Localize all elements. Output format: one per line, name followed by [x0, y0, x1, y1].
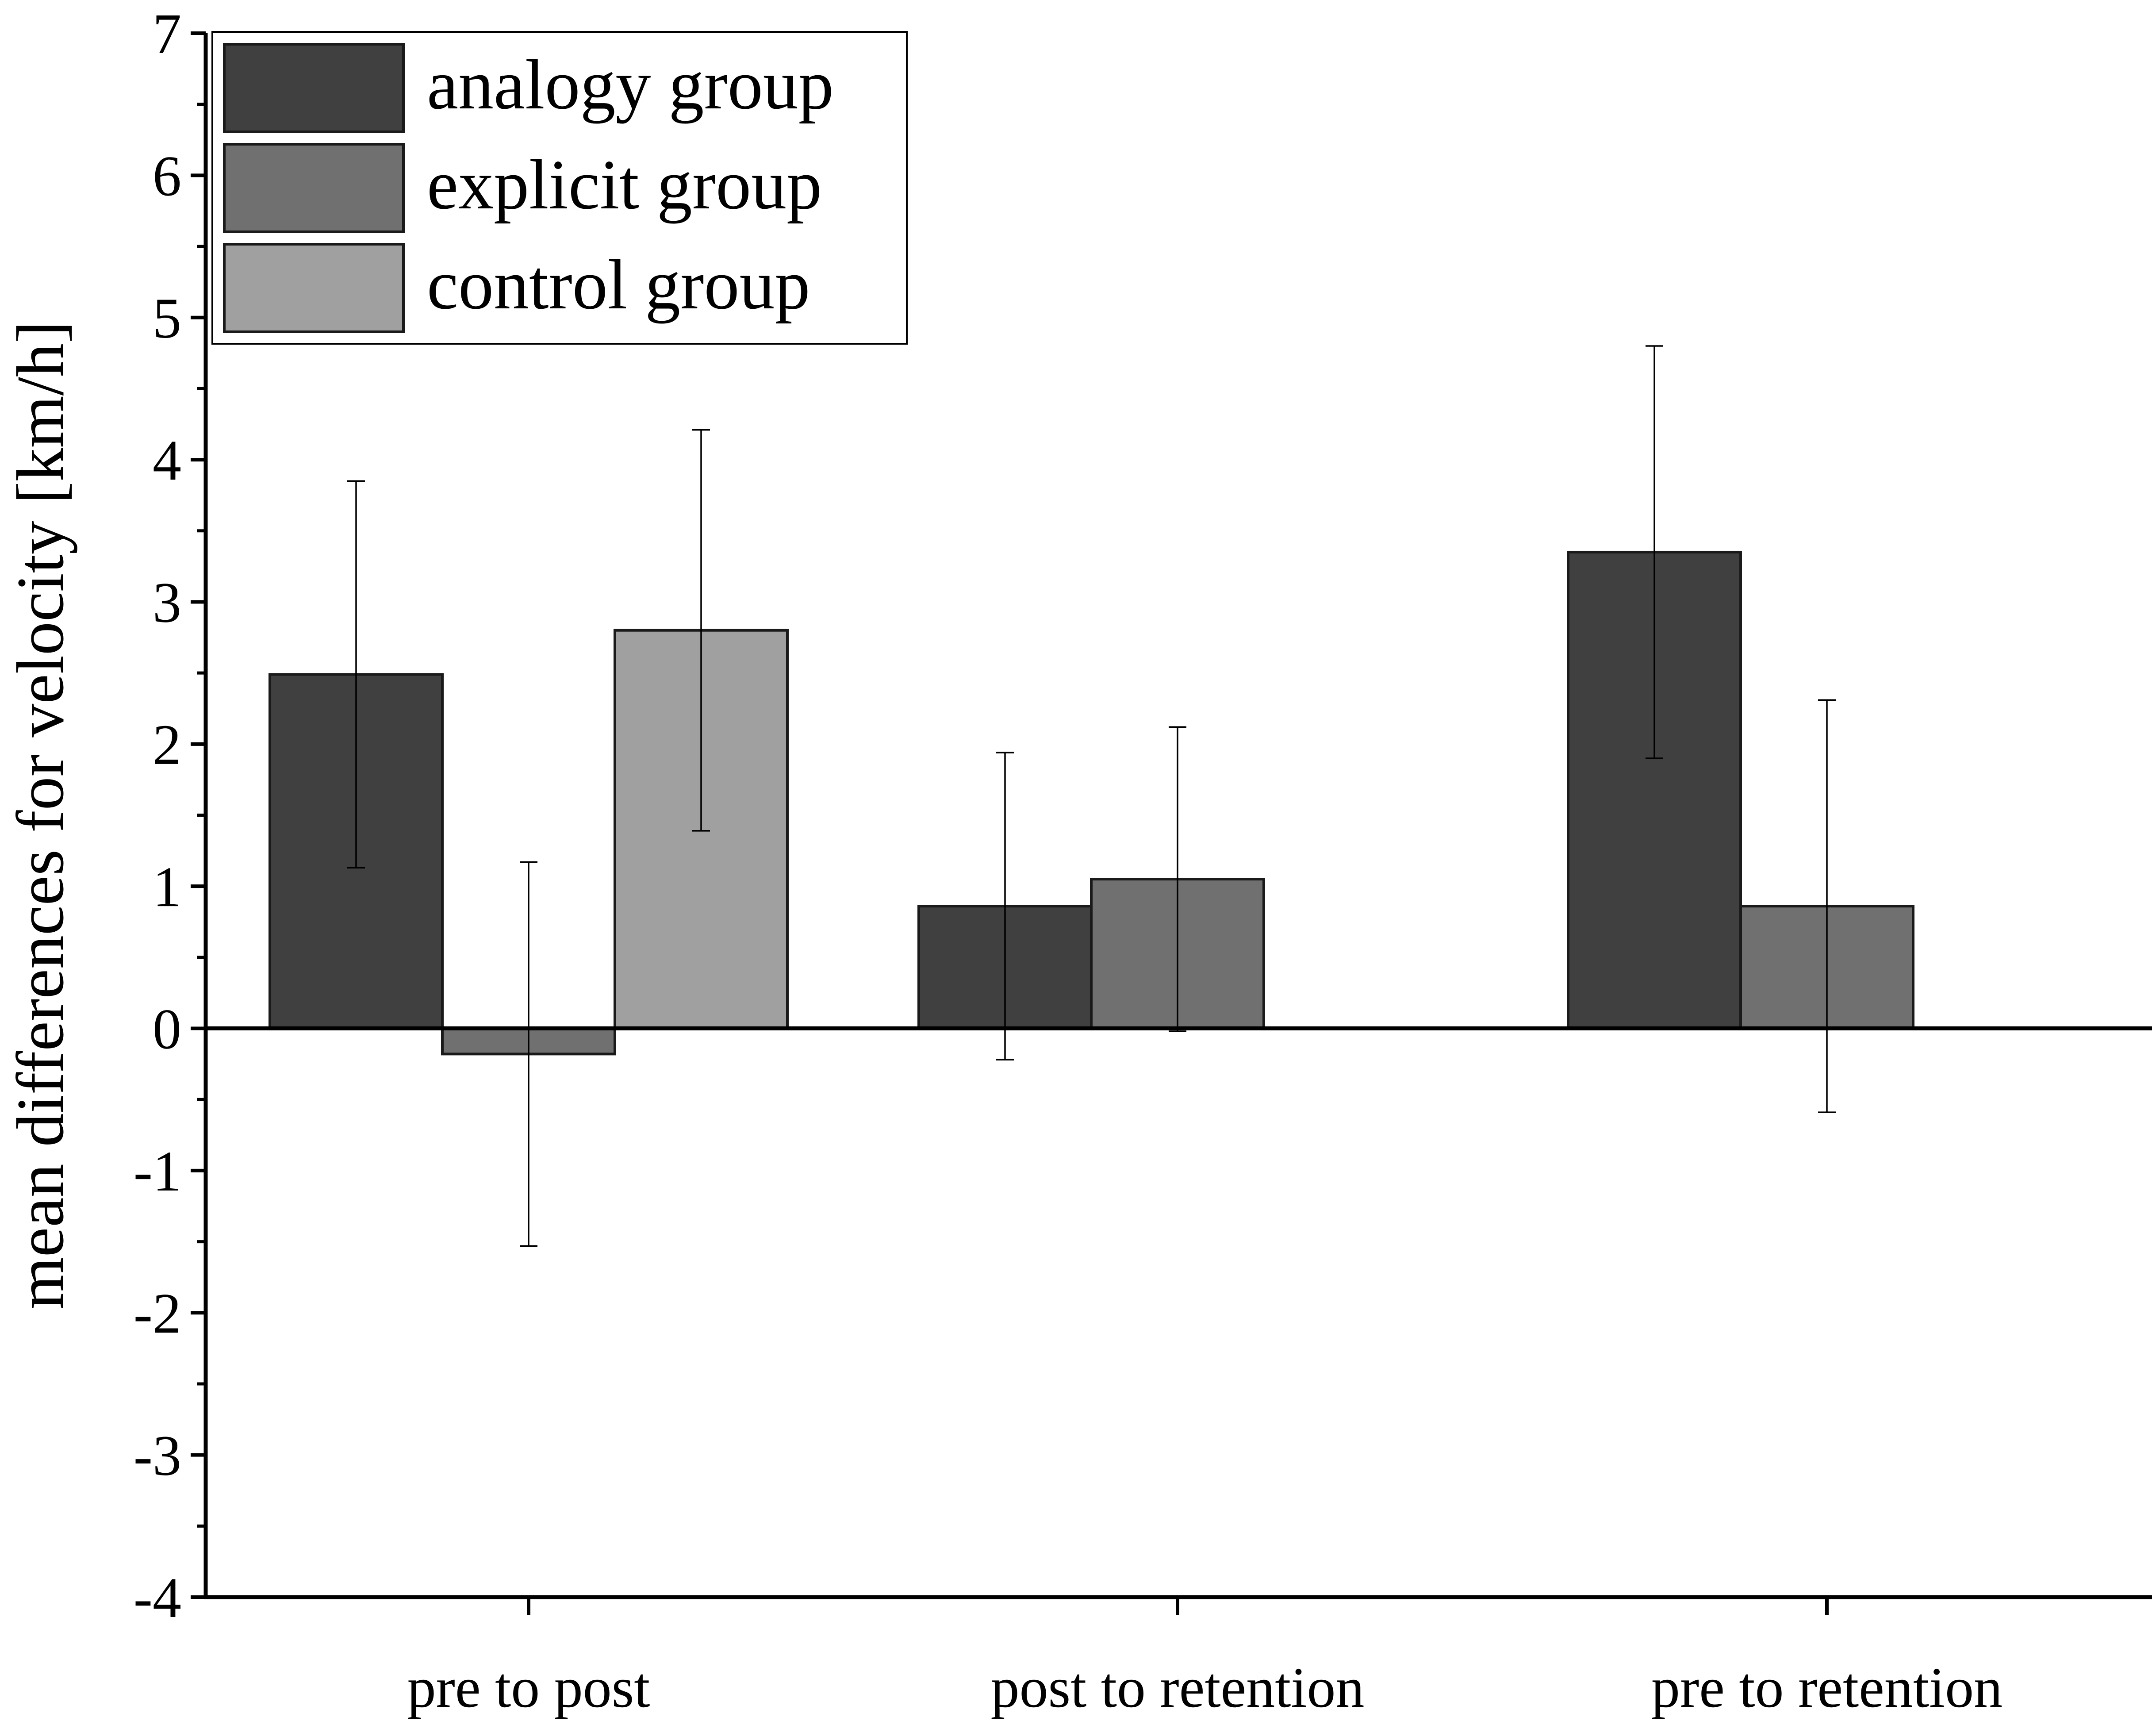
y-tick-label-5: 1 [153, 855, 181, 919]
bars-layer [269, 550, 1914, 1056]
error-bar-0-0 [347, 480, 365, 869]
error-bar-0-1 [996, 752, 1014, 1060]
y-tick-label-1: -3 [134, 1424, 181, 1488]
error-bars-layer [347, 345, 1836, 1247]
y-tick-label-9: 5 [153, 287, 181, 350]
y-tick-label-6: 2 [153, 713, 181, 777]
legend-label-2: control group [427, 245, 810, 324]
y-tick-label-2: -2 [134, 1282, 181, 1345]
y-tick-label-3: -1 [134, 1140, 181, 1203]
y-tick-label-8: 4 [153, 429, 181, 492]
y-tick-label-11: 7 [153, 2, 181, 66]
category-label-2: pre to retention [1651, 1656, 2003, 1720]
error-bar-0-2 [1646, 345, 1663, 759]
legend-swatch-0 [223, 43, 405, 133]
error-bar-1-0 [520, 861, 537, 1247]
y-tick-label-0: -4 [134, 1566, 181, 1630]
y-tick-label-7: 3 [153, 571, 181, 634]
error-bar-2-0 [692, 429, 710, 832]
ticks-layer: -4 -3 -2 -1 0 1 2 3 4 5 6 7 pre to post post to reten… [134, 2, 2003, 1720]
error-bar-1-1 [1169, 726, 1186, 1032]
legend-swatch-2 [223, 243, 405, 333]
y-axis-title: mean differences for velocity [km/h] [3, 321, 77, 1309]
legend-swatch-1 [223, 143, 405, 233]
legend-label-0: analogy group [427, 45, 834, 124]
legend-label-1: explicit group [427, 145, 822, 224]
y-tick-label-10: 6 [153, 144, 181, 208]
category-label-1: post to retention [991, 1656, 1365, 1720]
y-tick-label-4: 0 [153, 998, 181, 1061]
category-label-0: pre to post [407, 1656, 650, 1720]
legend: analogy group explicit group control group [211, 31, 908, 345]
error-bar-1-2 [1818, 699, 1836, 1113]
